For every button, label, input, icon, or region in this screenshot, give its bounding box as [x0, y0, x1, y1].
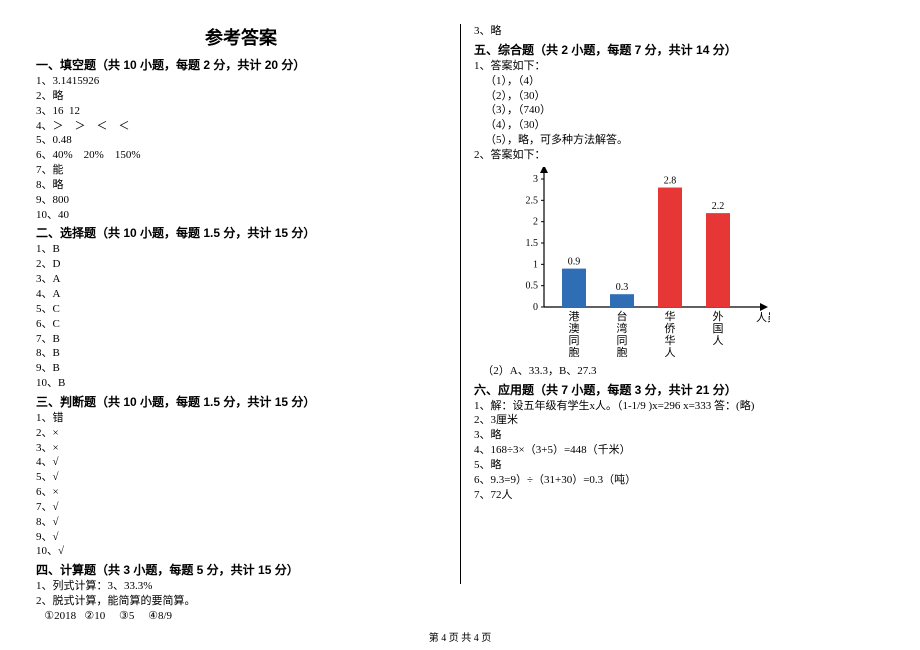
section-3-line: 7、√ [36, 500, 446, 515]
section-2-line: 4、A [36, 287, 446, 302]
section-5-line: 1、答案如下： [474, 59, 884, 74]
section-5-line: （5），略，可多种方法解答。 [474, 133, 884, 148]
section-3-head: 三、判断题（共 10 小题，每题 1.5 分，共计 15 分） [36, 393, 446, 410]
section-6-line: 5、略 [474, 458, 884, 473]
section-1-line: 5、0.48 [36, 133, 446, 148]
section-5-line: （4），（30） [474, 118, 884, 133]
section-6-head: 六、应用题（共 7 小题，每题 3 分，共计 21 分） [474, 381, 884, 398]
section-2-line: 3、A [36, 272, 446, 287]
svg-text:0.9: 0.9 [568, 256, 581, 267]
svg-text:2.5: 2.5 [526, 195, 539, 206]
section-3-line: 10、√ [36, 544, 446, 559]
section-2-line: 9、B [36, 361, 446, 376]
svg-text:3: 3 [533, 174, 538, 185]
section-6-line: 1、解：设五年级有学生x人。（1-1/9 )x=296 x=333 答：(略) [474, 399, 884, 414]
section-4-line: 2、脱式计算，能简算的要简算。 [36, 594, 446, 609]
section-3-line: 9、√ [36, 530, 446, 545]
svg-text:胞: 胞 [617, 346, 628, 357]
svg-text:澳: 澳 [569, 322, 580, 335]
section-6-line: 4、168÷3×（3+5）=448（千米） [474, 443, 884, 458]
section-1-line: 10、40 [36, 208, 446, 223]
section-1-line: 9、800 [36, 193, 446, 208]
section-3-line: 8、√ [36, 515, 446, 530]
svg-text:2.2: 2.2 [712, 201, 725, 212]
svg-text:侨: 侨 [665, 322, 676, 335]
svg-text:1: 1 [533, 259, 538, 270]
section-1-line: 8、略 [36, 178, 446, 193]
section-2-line: 10、B [36, 376, 446, 391]
section-3-line: 1、错 [36, 411, 446, 426]
svg-text:胞: 胞 [569, 346, 580, 357]
section-5-line: （2），（30） [474, 89, 884, 104]
section-3-line: 2、× [36, 426, 446, 441]
section-5-line: 2、答案如下： [474, 148, 884, 163]
right-column: 3、略 五、综合题（共 2 小题，每题 7 分，共计 14 分） 1、答案如下：… [460, 24, 884, 610]
svg-text:2.8: 2.8 [664, 175, 677, 186]
svg-text:人: 人 [665, 346, 676, 357]
section-4-head: 四、计算题（共 3 小题，每题 5 分，共计 15 分） [36, 561, 446, 578]
section-6-line: 2、3厘米 [474, 413, 884, 428]
svg-text:华: 华 [665, 309, 676, 323]
section-1-line: 1、3.1415926 [36, 74, 446, 89]
section-3-line: 3、× [36, 441, 446, 456]
section-5-line: （3），（740） [474, 103, 884, 118]
svg-text:人: 人 [713, 334, 724, 347]
page-footer: 第 4 页 共 4 页 [0, 629, 920, 644]
section-6-line: 7、72人 [474, 488, 884, 503]
section-3-line: 6、× [36, 485, 446, 500]
section-4-line: 1、列式计算：3、33.3% [36, 579, 446, 594]
section-5-line: （1），（4） [474, 74, 884, 89]
section-5-line: （2）A、33.3，B、27.3 [474, 364, 884, 379]
section-2-line: 1、B [36, 242, 446, 257]
section-6-line: 6、9.3=9）÷（31+30）=0.3（吨） [474, 473, 884, 488]
svg-text:同: 同 [569, 335, 580, 347]
section-2-line: 5、C [36, 302, 446, 317]
section-1-line: 3、16 12 [36, 104, 446, 119]
section-4-line: ①2018 ②10 ③5 ④8/9 [36, 609, 446, 624]
svg-text:2: 2 [533, 216, 538, 227]
section-2-line: 2、D [36, 257, 446, 272]
svg-text:0: 0 [533, 302, 538, 313]
section-3-line: 4、√ [36, 455, 446, 470]
section-4-line: 3、略 [474, 24, 884, 39]
section-1-head: 一、填空题（共 10 小题，每题 2 分，共计 20 分） [36, 56, 446, 73]
section-2-line: 6、C [36, 317, 446, 332]
section-5-head: 五、综合题（共 2 小题，每题 7 分，共计 14 分） [474, 41, 884, 58]
section-2-head: 二、选择题（共 10 小题，每题 1.5 分，共计 15 分） [36, 224, 446, 241]
svg-text:0.5: 0.5 [526, 280, 539, 291]
left-column: 参考答案 一、填空题（共 10 小题，每题 2 分，共计 20 分） 1、3.1… [36, 24, 460, 610]
section-1-line: 2、略 [36, 89, 446, 104]
section-1-line: 7、能 [36, 163, 446, 178]
svg-text:人员类别: 人员类别 [756, 310, 770, 324]
svg-text:0.3: 0.3 [616, 282, 629, 293]
section-1-line: 4、＞ ＞ ＜ ＜ [36, 119, 446, 134]
svg-text:台: 台 [617, 309, 628, 323]
svg-text:湾: 湾 [617, 321, 628, 335]
section-6-line: 3、略 [474, 428, 884, 443]
svg-text:外: 外 [713, 310, 724, 323]
page-title: 参考答案 [36, 24, 446, 50]
svg-text:同: 同 [617, 335, 628, 347]
svg-text:1.5: 1.5 [526, 238, 539, 249]
section-3-line: 5、√ [36, 470, 446, 485]
svg-text:华: 华 [665, 333, 676, 347]
section-2-line: 8、B [36, 346, 446, 361]
svg-text:港: 港 [569, 310, 580, 323]
section-1-line: 6、40% 20% 150% [36, 148, 446, 163]
section-2-line: 7、B [36, 332, 446, 347]
svg-text:国: 国 [713, 322, 724, 335]
bar-chart: 00.511.522.53人数/万人人员类别0.9港澳同胞0.3台湾同胞2.8华… [500, 167, 884, 362]
